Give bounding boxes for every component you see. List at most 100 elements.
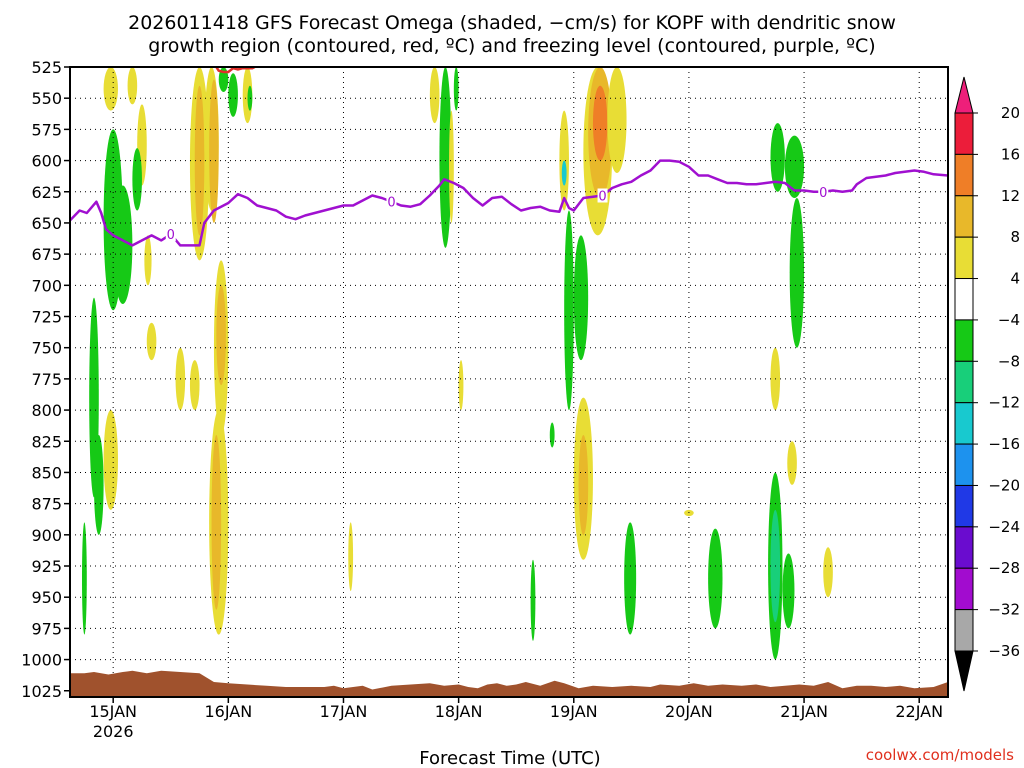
y-tick-label-7: 700 <box>31 276 62 295</box>
y-tick-label-18: 975 <box>31 619 62 638</box>
colorbar-label-12: −32 <box>988 601 1020 619</box>
plot-area: 0 0 0 0 <box>70 67 948 697</box>
omega-field-27 <box>429 67 440 124</box>
omega-field-28 <box>439 67 452 248</box>
omega-field-11 <box>146 322 157 361</box>
colorbar-label-11: −28 <box>988 559 1020 577</box>
colorbar-label-13: −36 <box>988 642 1020 660</box>
chart-title-line-2: growth region (contoured, red, ºC) and f… <box>148 35 875 57</box>
freezing-level-line <box>70 159 948 247</box>
colorbar-swatch-2 <box>954 195 974 238</box>
y-tick-label-15: 900 <box>31 526 62 545</box>
x-axis-title: Forecast Time (UTC) <box>419 748 600 768</box>
colorbar-swatch-10 <box>954 526 974 569</box>
omega-field-42 <box>592 85 608 161</box>
y-tick-label-13: 850 <box>31 463 62 482</box>
freezing-level-label-3: 0 <box>819 186 827 201</box>
y-tick-label-6: 675 <box>31 245 62 264</box>
x-tick-label-3: 18JAN <box>435 702 483 721</box>
freezing-level-label-2: 0 <box>598 189 606 204</box>
omega-field-36 <box>564 210 574 411</box>
x-tick-sublabel-0: 2026 <box>93 722 134 741</box>
omega-field-50 <box>787 441 797 485</box>
omega-field-0 <box>103 67 118 111</box>
omega-field-5 <box>132 148 142 211</box>
colorbar-label-6: −8 <box>998 352 1020 370</box>
omega-field-39 <box>578 435 589 535</box>
y-tick-label-5: 650 <box>31 214 62 233</box>
x-tick-label-6: 21JAN <box>780 702 828 721</box>
colorbar-swatch-3 <box>954 236 974 280</box>
omega-field-13 <box>189 360 200 411</box>
y-tick-label-10: 775 <box>31 370 62 389</box>
omega-field-1 <box>127 67 138 105</box>
omega-field-29 <box>449 110 454 223</box>
colorbar-swatch-7 <box>954 402 974 445</box>
colorbar-label-2: 12 <box>1001 187 1020 205</box>
y-tick-label-12: 825 <box>31 432 62 451</box>
colorbar-arrow-bottom <box>954 650 974 692</box>
omega-field-31 <box>458 360 464 411</box>
terrain-layer <box>70 670 948 697</box>
source-credit: coolwx.com/models <box>866 746 1014 764</box>
omega-field-17 <box>209 79 219 223</box>
y-tick-label-20: 1025 <box>21 682 62 701</box>
omega-field-35 <box>561 160 567 186</box>
x-tick-label-4: 19JAN <box>550 702 598 721</box>
chart-title-line-1: 2026011418 GFS Forecast Omega (shaded, −… <box>128 12 896 34</box>
y-axis: 525 550 575 600 625 650 675 700 725 750 775 800 825 8… <box>21 58 70 701</box>
y-tick-label-0: 525 <box>31 58 62 77</box>
omega-field-43 <box>607 67 627 174</box>
plot-frame <box>69 66 949 698</box>
y-tick-label-17: 950 <box>31 588 62 607</box>
omega-field-19 <box>211 435 222 610</box>
y-tick-label-8: 725 <box>31 308 62 327</box>
y-tick-label-4: 625 <box>31 183 62 202</box>
omega-field-23 <box>228 73 238 117</box>
x-tick-label-0: 15JAN <box>89 702 137 721</box>
colorbar-label-3: 8 <box>1010 228 1020 246</box>
x-tick-label-2: 17JAN <box>320 702 368 721</box>
omega-field-48 <box>789 197 805 348</box>
omega-field-54 <box>823 547 833 598</box>
colorbar-swatch-4 <box>954 278 974 321</box>
colorbar-swatch-0 <box>954 112 974 155</box>
omega-field-33 <box>549 422 555 448</box>
colorbar-label-8: −16 <box>988 435 1020 453</box>
y-tick-label-1: 550 <box>31 89 62 108</box>
freezing-level-label-1: 0 <box>387 196 395 211</box>
omega-field-7 <box>93 435 104 535</box>
omega-field-53 <box>782 553 795 629</box>
y-tick-label-14: 875 <box>31 495 62 514</box>
colorbar-label-0: 20 <box>1001 104 1020 122</box>
omega-field-26 <box>348 522 354 591</box>
y-tick-label-3: 600 <box>31 152 62 171</box>
freezing-level-label-bg-3 <box>818 184 829 199</box>
colorbar-swatch-9 <box>954 484 974 528</box>
colorbar-swatch-6 <box>954 360 974 404</box>
x-tick-label-1: 16JAN <box>204 702 252 721</box>
colorbar-swatch-8 <box>954 443 974 486</box>
y-tick-label-11: 800 <box>31 401 62 420</box>
x-tick-label-5: 20JAN <box>665 702 713 721</box>
colorbar-swatch-1 <box>954 153 974 197</box>
x-tick-label-7: 22JAN <box>895 702 943 721</box>
contour-layer: 0 0 0 0 <box>70 67 948 247</box>
freezing-level-label-bg-2 <box>597 188 608 203</box>
freezing-level-label-0: 0 <box>167 228 175 243</box>
omega-field-21 <box>216 285 226 386</box>
omega-field-4 <box>113 185 133 305</box>
colorbar-label-9: −20 <box>988 476 1020 494</box>
colorbar-label-7: −12 <box>988 394 1020 412</box>
colorbar: 20 16 12 8 4 −4 −8 −12 −16 −20 −24 −28 −32 −36 <box>954 76 1020 692</box>
freezing-level-label-bg-1 <box>386 194 397 209</box>
omega-field-32 <box>530 559 536 641</box>
colorbar-swatch-5 <box>954 319 974 362</box>
omega-shading-layer <box>81 67 833 660</box>
y-tick-label-2: 575 <box>31 120 62 139</box>
colorbar-label-5: −4 <box>998 311 1020 329</box>
omega-field-15 <box>194 85 205 236</box>
